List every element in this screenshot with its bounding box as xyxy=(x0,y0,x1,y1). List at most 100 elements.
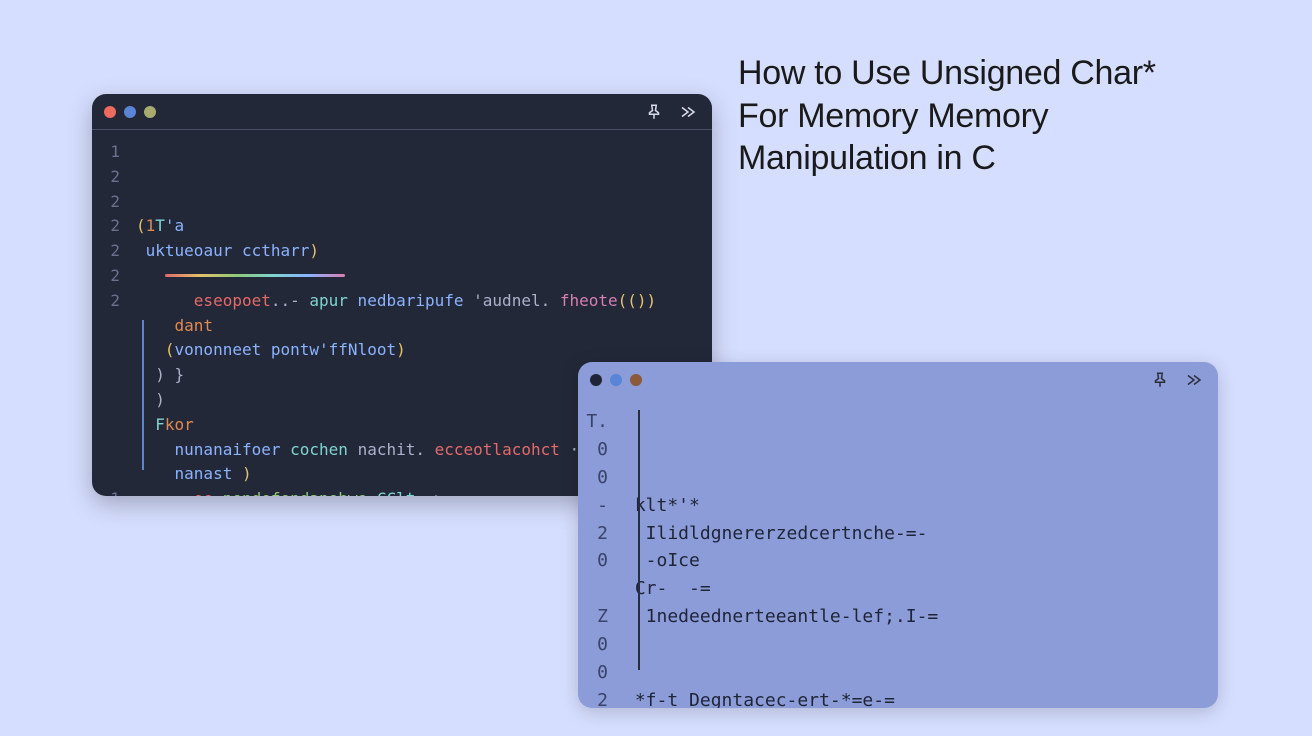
token: uktueoaur xyxy=(146,241,233,260)
zoom-dot[interactable] xyxy=(144,106,156,118)
rainbow-rule xyxy=(165,274,345,277)
indent-guide xyxy=(142,320,144,470)
line-number: 2 xyxy=(578,520,608,548)
code-line: (vononneet pontw'ffNloot) xyxy=(136,338,712,363)
pin-icon[interactable] xyxy=(644,102,664,122)
token: nachit. xyxy=(348,440,425,459)
minimize-dot[interactable] xyxy=(124,106,136,118)
code-line: Cr- -= xyxy=(624,575,1218,603)
close-dot[interactable] xyxy=(104,106,116,118)
code-window-light: T.00-20 Z0021 klt*'* Ilidldgnererzedcert… xyxy=(578,362,1218,708)
traffic-lights-light xyxy=(590,374,642,386)
line-number xyxy=(92,338,120,363)
line-number xyxy=(92,413,120,438)
code-line: Ilidldgnererzedcertnche-=- xyxy=(624,520,1218,548)
token: pontw'ffNloot xyxy=(261,340,396,359)
token: dant xyxy=(175,316,214,335)
token: CClt xyxy=(367,489,415,496)
line-number: 0 xyxy=(578,547,608,575)
code-line: (1T'a xyxy=(136,214,712,239)
source-light: klt*'* Ilidldgnererzedcertnche-=- -oIce … xyxy=(618,408,1218,708)
token: ecceotlacohct xyxy=(425,440,560,459)
line-number: 2 xyxy=(92,214,120,239)
token: eseopoet xyxy=(194,291,271,310)
line-number: T. xyxy=(578,408,608,436)
token: ) xyxy=(136,390,165,409)
token: apur xyxy=(309,291,348,310)
line-number xyxy=(92,314,120,339)
line-number: 2 xyxy=(92,165,120,190)
gutter-light: T.00-20 Z0021 xyxy=(578,408,618,708)
line-number xyxy=(92,388,120,413)
indent-guide xyxy=(638,410,640,670)
line-number xyxy=(92,363,120,388)
token: ·> xyxy=(415,489,444,496)
run-icon[interactable] xyxy=(1184,370,1204,390)
line-number: 2 xyxy=(92,264,120,289)
run-icon[interactable] xyxy=(678,102,698,122)
code-line: uktueoaur cctharr) xyxy=(136,239,712,264)
zoom-dot[interactable] xyxy=(630,374,642,386)
line-number: 0 xyxy=(578,631,608,659)
close-dot[interactable] xyxy=(590,374,602,386)
token: nunanaifoer xyxy=(136,440,281,459)
token: fheote xyxy=(550,291,617,310)
titlebar-light xyxy=(578,362,1218,398)
line-number xyxy=(92,438,120,463)
token: pondefondanohwe xyxy=(213,489,367,496)
token: ) xyxy=(232,464,251,483)
line-number xyxy=(578,575,608,603)
token: ..- xyxy=(271,291,310,310)
line-number: 2 xyxy=(92,289,120,314)
code-line: dant xyxy=(136,314,712,339)
token: F xyxy=(136,415,165,434)
code-line: 1nedeednerteeantle-lef;.I-= xyxy=(624,603,1218,631)
token: cochen xyxy=(281,440,348,459)
code-line xyxy=(624,631,1218,659)
titlebar-dark xyxy=(92,94,712,130)
token: nanast xyxy=(136,464,232,483)
window-actions-light xyxy=(1150,370,1204,390)
token: ) xyxy=(396,340,406,359)
line-number: 2 xyxy=(92,239,120,264)
token xyxy=(136,266,165,285)
line-number: Z xyxy=(578,603,608,631)
line-number xyxy=(92,462,120,487)
code-body-light: T.00-20 Z0021 klt*'* Ilidldgnererzedcert… xyxy=(578,398,1218,708)
token: cctharr xyxy=(232,241,309,260)
code-line xyxy=(136,264,712,289)
pin-icon[interactable] xyxy=(1150,370,1170,390)
token: 'a xyxy=(165,216,184,235)
line-number: 0 xyxy=(578,464,608,492)
token: kor xyxy=(165,415,194,434)
token: oe xyxy=(194,489,213,496)
token xyxy=(136,489,194,496)
line-number: 0 xyxy=(578,436,608,464)
token: 'audnel. xyxy=(473,291,550,310)
traffic-lights-dark xyxy=(104,106,156,118)
line-number: 2 xyxy=(578,687,608,708)
code-line xyxy=(624,659,1218,687)
token xyxy=(136,241,146,260)
line-number: - xyxy=(578,492,608,520)
page-title: How to Use Unsigned Char* For Memory Mem… xyxy=(738,52,1208,180)
line-number: 0 xyxy=(578,659,608,687)
token: nedbaripufe xyxy=(348,291,473,310)
line-number: 2 xyxy=(92,190,120,215)
code-line: -oIce xyxy=(624,547,1218,575)
gutter-dark: 1222222 1 xyxy=(92,140,130,496)
token: vononneet xyxy=(175,340,262,359)
token: ( xyxy=(136,216,146,235)
code-line: eseopoet..- apur nedbaripufe 'audnel. fh… xyxy=(136,289,712,314)
token: ) xyxy=(309,241,319,260)
code-line: klt*'* xyxy=(624,492,1218,520)
line-number: 1 xyxy=(92,487,120,496)
token: 1 xyxy=(146,216,156,235)
line-number: 1 xyxy=(92,140,120,165)
code-line: *f-t Degntacec-ert-*=e-= xyxy=(624,687,1218,708)
window-actions-dark xyxy=(644,102,698,122)
token: (()) xyxy=(618,291,657,310)
token xyxy=(136,291,194,310)
minimize-dot[interactable] xyxy=(610,374,622,386)
token: T xyxy=(155,216,165,235)
